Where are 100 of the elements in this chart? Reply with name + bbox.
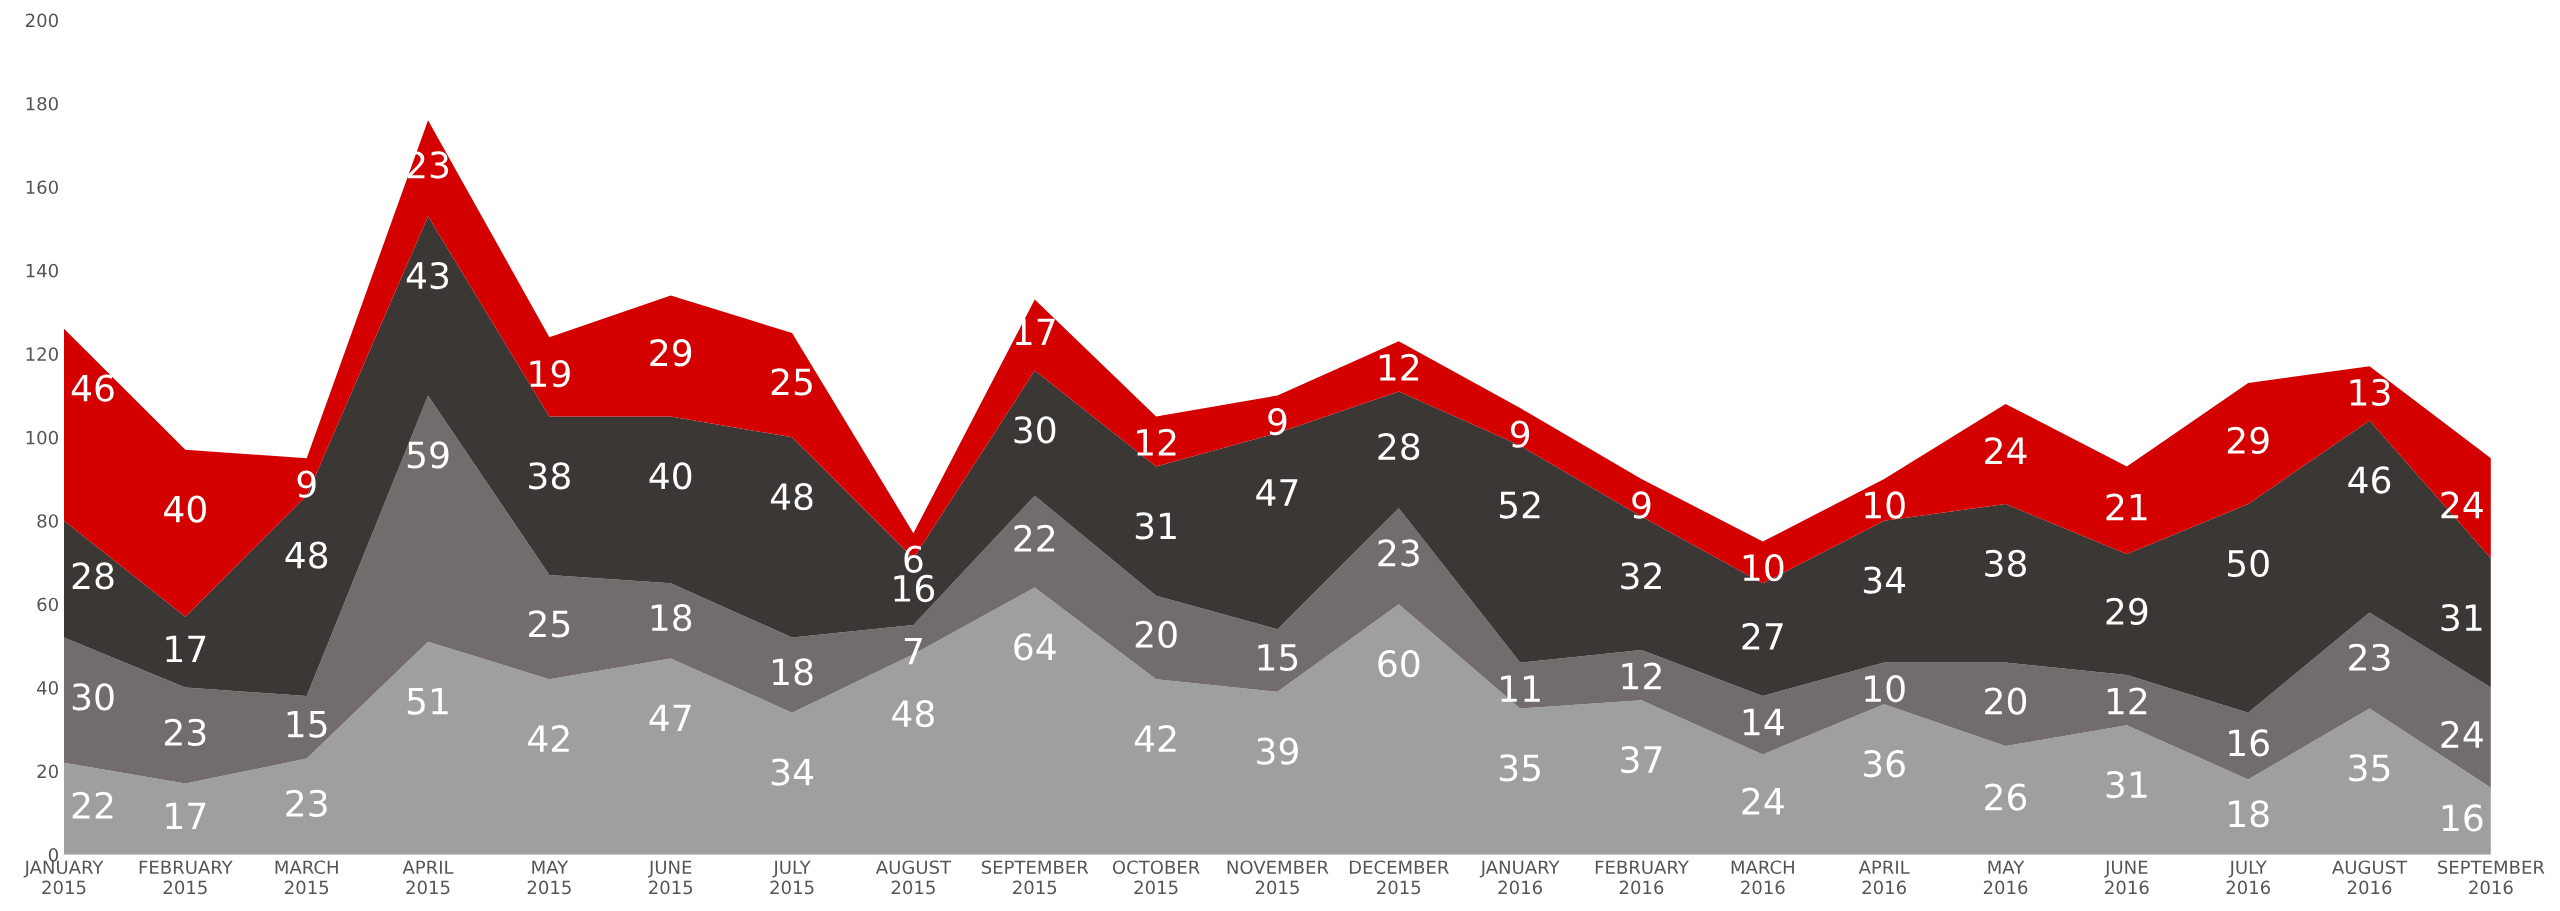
data-label: 46 [71, 374, 114, 402]
data-label: 30 [72, 683, 114, 711]
data-label: 43 [406, 261, 449, 290]
y-tick-label: 60 [37, 597, 58, 612]
data-label: 10 [1743, 553, 1784, 582]
data-label: 10 [1865, 674, 1905, 703]
data-label: 7 [904, 637, 922, 665]
data-label: 12 [1379, 353, 1419, 381]
data-label: 19 [530, 359, 570, 388]
data-label: 24 [1742, 787, 1784, 815]
data-label: 23 [286, 789, 327, 818]
data-label: 18 [2229, 800, 2269, 828]
x-tick-label: SEPTEMBER 2015 [981, 860, 1089, 895]
data-label: 24 [2441, 720, 2483, 748]
data-label: 16 [2229, 729, 2269, 757]
x-tick-label: JUNE 2016 [2104, 860, 2149, 895]
data-label: 9 [1510, 420, 1530, 448]
data-label: 35 [2349, 754, 2390, 782]
data-label: 37 [1621, 745, 1662, 774]
data-label: 25 [771, 368, 812, 396]
y-tick-label: 120 [26, 347, 58, 361]
x-tick-label: MARCH 2015 [275, 860, 338, 895]
data-label: 16 [2442, 804, 2483, 832]
x-tick-label: OCTOBER 2015 [1112, 860, 1200, 895]
data-label: 42 [528, 725, 569, 752]
x-tick-label: APRIL 2015 [402, 860, 454, 895]
y-tick-label: 80 [37, 514, 58, 528]
data-label: 46 [2348, 466, 2391, 494]
y-tick-label: 100 [26, 430, 58, 445]
x-tick-label: MAY 2015 [527, 860, 571, 895]
data-label: 31 [2441, 604, 2482, 632]
data-label: 26 [1985, 783, 2027, 811]
data-label: 36 [1863, 750, 1905, 778]
x-tick-label: SEPTEMBER 2016 [2438, 860, 2545, 895]
y-tick-label: 180 [26, 96, 58, 111]
data-label: 52 [1499, 491, 1540, 519]
x-tick-label: JANUARY 2016 [1479, 860, 1560, 895]
data-label: 28 [1378, 432, 1420, 461]
y-tick-label: 40 [37, 681, 58, 695]
data-label: 15 [287, 710, 327, 738]
data-label: 47 [649, 704, 691, 731]
data-label: 16 [894, 574, 935, 603]
data-label: 12 [1137, 428, 1176, 456]
data-label: 21 [2106, 493, 2147, 521]
x-tick-label: MARCH 2016 [1731, 860, 1794, 895]
data-label: 23 [2349, 643, 2390, 671]
data-label: 31 [1135, 512, 1176, 540]
data-label: 23 [165, 718, 206, 747]
data-label: 24 [2441, 491, 2483, 519]
data-label: 25 [529, 610, 570, 638]
data-label: 38 [529, 462, 570, 490]
y-tick-label: 20 [37, 764, 58, 779]
x-tick-label: AUGUST 2016 [2332, 860, 2408, 895]
data-label: 6 [904, 545, 923, 573]
data-label: 48 [770, 483, 813, 511]
data-label: 18 [773, 658, 813, 686]
x-tick-label: APRIL 2016 [1858, 860, 1910, 895]
x-tick-label: NOVEMBER 2015 [1227, 860, 1329, 895]
data-label: 48 [285, 541, 328, 569]
x-tick-label: JANUARY 2015 [23, 860, 104, 895]
data-label: 17 [166, 802, 206, 830]
x-tick-label: JUNE 2015 [648, 860, 693, 895]
data-label: 48 [892, 699, 934, 728]
data-label: 64 [1014, 633, 1056, 661]
data-label: 27 [1742, 622, 1783, 650]
x-tick-label: DECEMBER 2015 [1349, 860, 1449, 895]
data-label: 60 [1378, 649, 1420, 678]
data-label: 12 [1622, 662, 1661, 690]
y-tick-label: 140 [26, 263, 58, 278]
y-tick-label: 200 [26, 13, 58, 28]
data-label: 24 [1985, 437, 2027, 464]
data-label: 9 [1632, 491, 1651, 519]
data-label: 17 [166, 635, 206, 663]
data-label: 47 [1256, 479, 1298, 506]
y-tick-label: 160 [26, 180, 58, 195]
data-label: 14 [1743, 708, 1784, 736]
data-label: 39 [1257, 737, 1298, 765]
data-label: 23 [1378, 539, 1419, 567]
data-label: 12 [2107, 687, 2147, 715]
data-label: 42 [1134, 725, 1176, 752]
data-label: 40 [649, 462, 692, 490]
data-label: 29 [2106, 597, 2148, 626]
data-label: 31 [2106, 770, 2147, 799]
data-label: 51 [407, 687, 448, 715]
x-tick-label: JULY 2016 [2226, 860, 2271, 895]
data-label: 40 [164, 495, 206, 523]
data-label: 11 [1501, 675, 1540, 702]
x-tick-label: AUGUST 2015 [875, 860, 952, 895]
x-tick-label: FEBRUARY 2016 [1595, 860, 1689, 895]
data-label: 9 [1268, 407, 1287, 436]
data-label: 29 [2227, 426, 2269, 455]
data-label: 32 [1621, 562, 1661, 590]
data-label: 38 [1985, 549, 2027, 578]
data-label: 28 [72, 562, 114, 590]
data-label: 29 [650, 339, 692, 367]
data-label: 34 [1863, 566, 1906, 594]
data-label: 34 [771, 758, 814, 786]
data-label: 15 [1258, 644, 1298, 671]
data-label: 59 [407, 441, 449, 469]
data-label: 30 [1014, 416, 1056, 444]
